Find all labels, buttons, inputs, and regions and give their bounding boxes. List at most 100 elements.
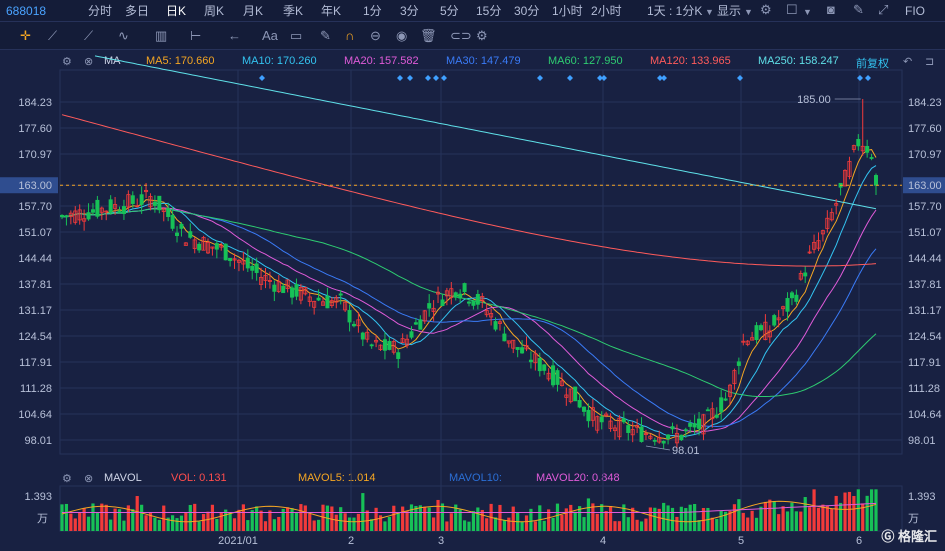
volume-bar <box>498 504 502 531</box>
period-select[interactable]: 1天 : 1分K <box>647 4 703 18</box>
volume-bar <box>551 517 555 531</box>
y-tick-label-right: 177.60 <box>908 123 942 135</box>
display-menu[interactable]: 显示 <box>717 4 742 18</box>
close-icon[interactable]: ⊗ <box>84 56 94 68</box>
period-tab-5min[interactable]: 5分 <box>440 4 459 18</box>
volume-bar <box>467 521 471 531</box>
candle-body <box>590 407 595 421</box>
volume-bar <box>684 508 688 531</box>
period-tab-1min[interactable]: 1分 <box>363 4 382 18</box>
period-tab-3min[interactable]: 3分 <box>400 4 419 18</box>
settings-icon[interactable]: ⚙ <box>62 56 72 68</box>
adjust-button[interactable]: 前复权 <box>856 58 889 70</box>
volume-bar <box>816 507 821 531</box>
candle-body <box>772 315 777 326</box>
magnet-icon[interactable]: ∩ <box>345 28 355 43</box>
volume-bar <box>308 513 312 531</box>
volume-bar <box>268 510 272 531</box>
range-tool-icon[interactable]: ⊢ <box>190 28 202 43</box>
eye-icon[interactable]: ◉ <box>396 28 408 43</box>
edit-tool-icon[interactable]: ✎ <box>320 28 331 43</box>
period-tab-quarterly[interactable]: 季K <box>283 4 304 18</box>
bar-tool-icon[interactable]: ▥ <box>155 28 168 43</box>
volume-bar <box>794 511 798 531</box>
volume-bar <box>617 521 622 531</box>
volume-bar <box>852 496 856 531</box>
settings-icon[interactable]: ⚙ <box>62 473 72 485</box>
period-tab-15min[interactable]: 15分 <box>476 4 502 18</box>
candle-body <box>719 397 724 413</box>
candle-body <box>405 338 410 346</box>
candle-body <box>272 284 277 292</box>
candle-body <box>360 332 365 340</box>
lock-icon[interactable]: ⊖ <box>370 28 381 43</box>
volume-bar <box>533 521 537 531</box>
ray-tool-icon[interactable]: ⟋ <box>84 28 94 43</box>
candle-body <box>865 145 870 153</box>
volume-bar <box>188 504 192 531</box>
chevron-down-icon[interactable]: ▼ <box>705 7 714 17</box>
link-icon[interactable]: ⊂⊃ <box>450 28 472 43</box>
candle-body <box>449 288 454 298</box>
candle-body <box>453 292 458 298</box>
volume-bar <box>493 517 498 531</box>
settings-icon[interactable]: ⚙ <box>476 28 488 43</box>
volume-bar <box>710 517 714 531</box>
camera-icon[interactable]: ◙ <box>827 2 835 17</box>
candle-body <box>170 214 175 229</box>
candle-body <box>803 272 808 277</box>
candle-body <box>617 417 622 438</box>
volume-bar <box>715 519 719 531</box>
candle-body <box>161 208 166 213</box>
candle-body <box>524 345 529 350</box>
text-tool-icon[interactable]: Aa <box>262 28 278 43</box>
wave-tool-icon[interactable]: ∿ <box>118 28 129 43</box>
mavol20-line <box>62 502 877 513</box>
candle-body <box>175 232 180 237</box>
volume-bar <box>255 506 259 531</box>
period-tab-monthly[interactable]: 月K <box>243 4 264 18</box>
volume-bar <box>458 509 462 531</box>
pencil-icon[interactable]: ✎ <box>853 2 864 17</box>
candle-body <box>728 384 733 397</box>
period-tab-weekly[interactable]: 周K <box>204 4 225 18</box>
period-tab-2h[interactable]: 2小时 <box>591 4 622 18</box>
candle-body <box>785 298 790 312</box>
arrow-tool-icon[interactable]: ← <box>228 28 241 43</box>
close-icon[interactable]: ⊗ <box>84 473 94 485</box>
period-tab-daily[interactable]: 日K <box>166 4 187 18</box>
chevron-down-icon[interactable]: ▼ <box>744 7 753 17</box>
x-tick-label: 3 <box>438 535 444 547</box>
crosshair-icon[interactable]: ✛ <box>20 28 31 43</box>
volume-bar <box>657 508 661 531</box>
candle-body <box>347 310 352 323</box>
candle-body <box>555 370 560 385</box>
trash-icon[interactable]: 🗑 <box>420 28 437 43</box>
legend-mavol20: MAVOL20: 0.848 <box>536 472 620 484</box>
period-tab-multiday[interactable]: 多日 <box>125 4 150 18</box>
settings-icon[interactable]: ⚙ <box>760 2 772 17</box>
volume-bar <box>511 506 515 531</box>
candle-body <box>710 408 715 420</box>
checkbox-icon[interactable]: ☐ <box>786 2 798 17</box>
line-tool-icon[interactable]: ⟋ <box>48 28 58 43</box>
period-tab-yearly[interactable]: 年K <box>321 4 342 18</box>
undo-icon[interactable]: ↶ <box>903 56 913 68</box>
event-marker-icon <box>397 75 403 81</box>
period-tab-1h[interactable]: 1小时 <box>552 4 583 18</box>
volume-bar <box>803 497 807 531</box>
candle-body <box>183 242 188 246</box>
brush-tool-icon[interactable]: ▭ <box>290 28 303 43</box>
legend-ma5: MA5: 170.660 <box>146 55 215 67</box>
fullscreen-icon[interactable]: ⤢ <box>878 2 889 17</box>
chevron-down-icon[interactable]: ▼ <box>803 7 812 17</box>
period-tab-30min[interactable]: 30分 <box>514 4 540 18</box>
volume-bar <box>232 518 237 531</box>
fio-button[interactable]: FIO <box>905 4 925 18</box>
collapse-icon[interactable]: ⊐ <box>925 56 935 68</box>
candle-body <box>542 364 547 371</box>
period-tab-fenshi[interactable]: 分时 <box>88 4 113 18</box>
candle-body <box>736 361 741 366</box>
volume-bar <box>595 513 599 531</box>
